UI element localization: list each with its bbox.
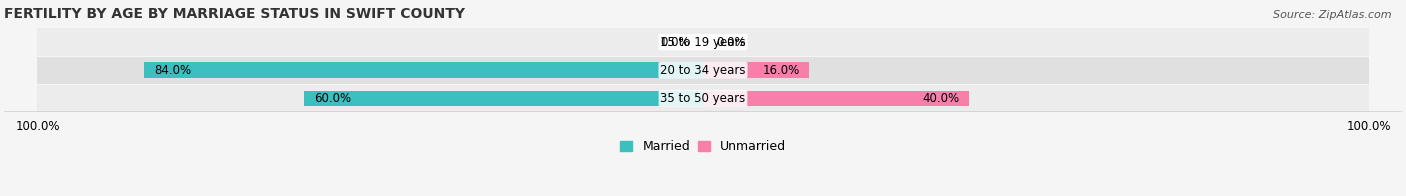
Text: 0.0%: 0.0% bbox=[716, 36, 747, 49]
Text: 60.0%: 60.0% bbox=[314, 92, 350, 105]
Text: 15 to 19 years: 15 to 19 years bbox=[661, 36, 745, 49]
Text: 40.0%: 40.0% bbox=[922, 92, 959, 105]
Bar bbox=[38, 56, 1368, 84]
Bar bbox=[703, 91, 969, 106]
Text: FERTILITY BY AGE BY MARRIAGE STATUS IN SWIFT COUNTY: FERTILITY BY AGE BY MARRIAGE STATUS IN S… bbox=[4, 7, 465, 21]
Text: 35 to 50 years: 35 to 50 years bbox=[661, 92, 745, 105]
Text: 0.0%: 0.0% bbox=[659, 36, 690, 49]
Text: Source: ZipAtlas.com: Source: ZipAtlas.com bbox=[1274, 10, 1392, 20]
Bar bbox=[304, 91, 703, 106]
Bar bbox=[38, 85, 1368, 112]
Bar bbox=[143, 63, 703, 78]
Text: 20 to 34 years: 20 to 34 years bbox=[661, 64, 745, 77]
Text: 84.0%: 84.0% bbox=[153, 64, 191, 77]
Bar bbox=[703, 63, 810, 78]
Text: 16.0%: 16.0% bbox=[762, 64, 800, 77]
Legend: Married, Unmarried: Married, Unmarried bbox=[614, 135, 792, 158]
Bar bbox=[38, 28, 1368, 56]
